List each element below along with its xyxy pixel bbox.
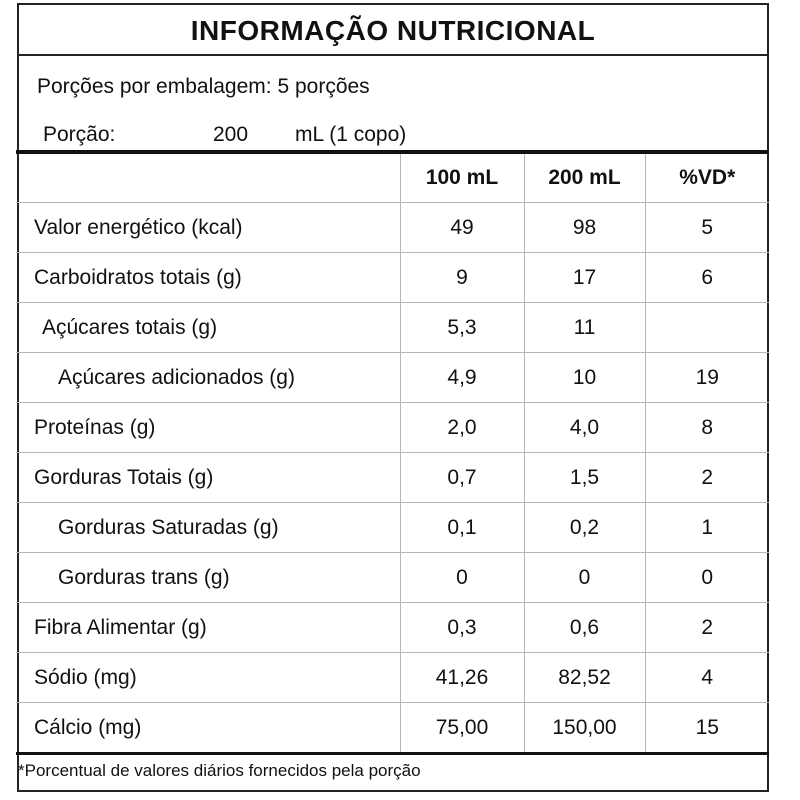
header-cell-100ml: 100 mL bbox=[399, 150, 524, 203]
header-cell-vd: %VD* bbox=[644, 150, 769, 203]
portion-amount: 200 bbox=[213, 123, 249, 146]
value-vd: 5 bbox=[644, 202, 769, 253]
value-per-200ml: 17 bbox=[523, 252, 645, 303]
table-row: Valor energético (kcal) 49 98 5 bbox=[16, 202, 769, 253]
value-vd bbox=[644, 302, 769, 353]
title-divider bbox=[19, 54, 767, 56]
value-per-200ml: 11 bbox=[523, 302, 645, 353]
table-row: Carboidratos totais (g) 9 17 6 bbox=[16, 252, 769, 303]
table-row: Gorduras trans (g) 0 0 0 bbox=[16, 552, 769, 603]
value-vd: 8 bbox=[644, 402, 769, 453]
nutrient-name: Fibra Alimentar (g) bbox=[16, 602, 400, 653]
nutrient-name: Cálcio (mg) bbox=[16, 702, 400, 755]
value-per-200ml: 150,00 bbox=[523, 702, 645, 755]
nutrient-name: Gorduras Saturadas (g) bbox=[16, 502, 400, 553]
value-vd: 4 bbox=[644, 652, 769, 703]
value-per-100ml: 49 bbox=[399, 202, 524, 253]
value-per-100ml: 0,7 bbox=[399, 452, 524, 503]
value-vd: 2 bbox=[644, 602, 769, 653]
label-title: INFORMAÇÃO NUTRICIONAL bbox=[190, 15, 596, 46]
table-row: Gorduras Saturadas (g) 0,1 0,2 1 bbox=[16, 502, 769, 553]
nutrient-name: Gorduras trans (g) bbox=[16, 552, 400, 603]
nutrient-name: Proteínas (g) bbox=[16, 402, 400, 453]
table-row: Açúcares totais (g) 5,3 11 bbox=[16, 302, 769, 353]
value-per-200ml: 82,52 bbox=[523, 652, 645, 703]
servings-per-package: Porções por embalagem: 5 porções bbox=[37, 75, 370, 98]
value-per-100ml: 4,9 bbox=[399, 352, 524, 403]
table-row: Açúcares adicionados (g) 4,9 10 19 bbox=[16, 352, 769, 403]
table-row: Cálcio (mg) 75,00 150,00 15 bbox=[16, 702, 769, 755]
value-per-200ml: 4,0 bbox=[523, 402, 645, 453]
value-per-200ml: 0,6 bbox=[523, 602, 645, 653]
value-per-100ml: 75,00 bbox=[399, 702, 524, 755]
portion-label: Porção: bbox=[43, 123, 116, 146]
header-cell-200ml: 200 mL bbox=[523, 150, 645, 203]
nutrient-name: Carboidratos totais (g) bbox=[16, 252, 400, 303]
value-per-200ml: 0,2 bbox=[523, 502, 645, 553]
value-per-100ml: 0,3 bbox=[399, 602, 524, 653]
value-vd: 6 bbox=[644, 252, 769, 303]
nutrition-table: 100 mL 200 mL %VD* Valor energético (kca… bbox=[16, 150, 769, 755]
header-cell-empty bbox=[16, 150, 400, 203]
value-per-100ml: 9 bbox=[399, 252, 524, 303]
value-per-100ml: 0,1 bbox=[399, 502, 524, 553]
nutrition-table-wrap: 100 mL 200 mL %VD* Valor energético (kca… bbox=[16, 150, 769, 755]
value-vd: 2 bbox=[644, 452, 769, 503]
nutrient-name: Açúcares totais (g) bbox=[16, 302, 400, 353]
portion-unit: mL (1 copo) bbox=[295, 123, 407, 146]
value-per-100ml: 0 bbox=[399, 552, 524, 603]
value-vd: 19 bbox=[644, 352, 769, 403]
value-vd: 15 bbox=[644, 702, 769, 755]
table-row: Proteínas (g) 2,0 4,0 8 bbox=[16, 402, 769, 453]
nutrient-name: Açúcares adicionados (g) bbox=[16, 352, 400, 403]
table-row: Gorduras Totais (g) 0,7 1,5 2 bbox=[16, 452, 769, 503]
nutrient-name: Gorduras Totais (g) bbox=[16, 452, 400, 503]
value-per-200ml: 0 bbox=[523, 552, 645, 603]
nutrient-name: Valor energético (kcal) bbox=[16, 202, 400, 253]
value-per-100ml: 5,3 bbox=[399, 302, 524, 353]
table-row: Sódio (mg) 41,26 82,52 4 bbox=[16, 652, 769, 703]
value-per-200ml: 10 bbox=[523, 352, 645, 403]
value-vd: 1 bbox=[644, 502, 769, 553]
value-per-100ml: 41,26 bbox=[399, 652, 524, 703]
value-per-200ml: 98 bbox=[523, 202, 645, 253]
table-header-row: 100 mL 200 mL %VD* bbox=[16, 150, 769, 203]
footnote: *Porcentual de valores diários fornecido… bbox=[18, 761, 421, 780]
value-per-100ml: 2,0 bbox=[399, 402, 524, 453]
value-per-200ml: 1,5 bbox=[523, 452, 645, 503]
value-vd: 0 bbox=[644, 552, 769, 603]
nutrient-name: Sódio (mg) bbox=[16, 652, 400, 703]
table-row: Fibra Alimentar (g) 0,3 0,6 2 bbox=[16, 602, 769, 653]
